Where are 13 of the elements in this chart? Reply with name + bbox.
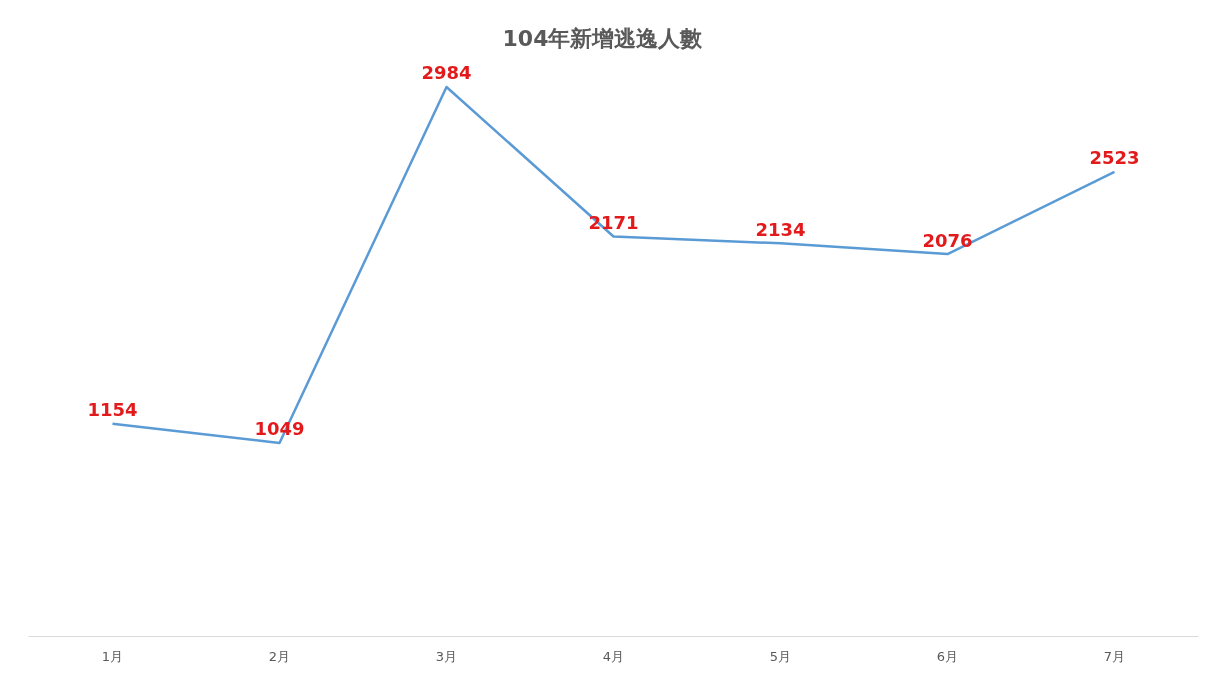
chart-title: 104年新增逃逸人數: [502, 25, 704, 51]
x-tick-label: 3月: [435, 649, 458, 664]
x-tick-label: 6月: [936, 649, 959, 664]
data-label: 1154: [87, 399, 138, 421]
x-tick-label: 1月: [101, 649, 124, 664]
x-tick-label: 4月: [602, 649, 625, 664]
data-label: 2523: [1089, 147, 1140, 169]
x-tick-label: 7月: [1103, 649, 1126, 664]
data-label: 2984: [421, 62, 472, 84]
data-label: 2134: [755, 218, 806, 240]
x-tick-label: 5月: [769, 649, 792, 664]
x-tick-label: 2月: [268, 649, 291, 664]
data-label: 2076: [922, 229, 973, 251]
